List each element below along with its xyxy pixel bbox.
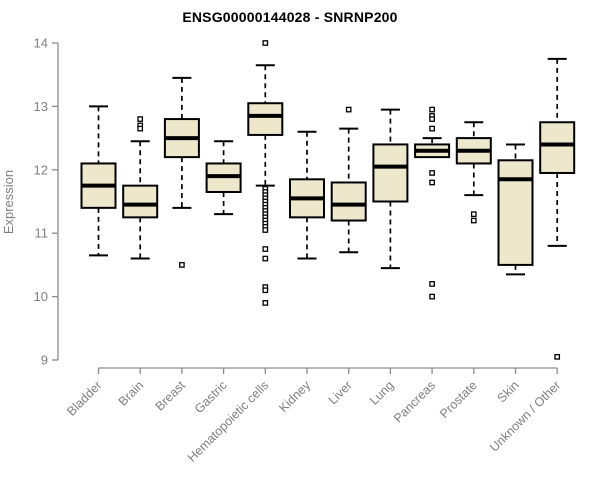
y-axis [52,42,59,361]
x-tick-label: Kidney [276,378,313,415]
outlier-point [470,217,477,224]
iqr-box [247,102,284,136]
outlier-point [429,125,435,132]
box-pancreas [414,106,451,300]
outlier-point [429,106,435,113]
outlier-point [429,116,435,122]
iqr-box [497,159,534,266]
outlier-point [137,116,144,122]
outlier-point [262,255,269,262]
x-tick-label: Hematopoietic cells [185,378,272,465]
box-kidney [289,130,325,260]
x-tick-label: Breast [153,378,189,414]
x-tick-label: Lung [367,378,397,408]
box-skin [497,143,534,276]
box-prostate [455,121,492,224]
x-tick-label: Gastric [192,378,230,416]
x-tick-label: Unknown / Other [487,378,563,454]
outlier-point [429,170,435,176]
outlier-point [470,211,477,218]
box-unknown-other [539,57,576,360]
y-axis-title: Expression [1,170,16,234]
box-gastric [205,140,242,216]
x-axis [97,367,558,374]
iqr-box [539,121,576,174]
outlier-point [137,125,144,132]
outlier-point [429,179,435,186]
box-bladder [80,105,117,257]
outlier-point [262,40,269,46]
chart-title: ENSG00000144028 - SNRNP200 [182,9,398,25]
y-tick-label: 12 [34,162,48,177]
outlier-point [262,227,269,233]
outlier-point [429,293,435,300]
outlier-point [262,300,269,306]
outlier-point [345,106,352,113]
y-tick-label: 13 [34,99,48,114]
outlier-point [179,262,185,268]
box-liver [330,106,367,254]
x-tick-label: Liver [326,378,355,407]
box-hematopoietic-cells [247,40,284,306]
x-tick-label: Bladder [64,378,104,418]
iqr-box [122,184,159,219]
y-tick-label: 14 [34,36,48,51]
y-tick-label: 10 [34,289,48,304]
iqr-box [330,181,367,222]
x-tick-label: Pancreas [391,378,438,425]
iqr-box [372,143,409,203]
box-brain [122,116,159,260]
box-breast [163,76,200,268]
box-lung [372,108,409,270]
x-tick-label: Prostate [437,378,480,421]
y-tick-label: 11 [35,226,49,241]
outlier-point [262,246,269,252]
outlier-point [429,281,435,287]
x-tick-label: Skin [495,378,522,405]
outlier-point [554,353,561,360]
outlier-point [262,287,269,294]
x-tick-label: Brain [116,378,147,409]
y-tick-label: 9 [41,353,48,368]
